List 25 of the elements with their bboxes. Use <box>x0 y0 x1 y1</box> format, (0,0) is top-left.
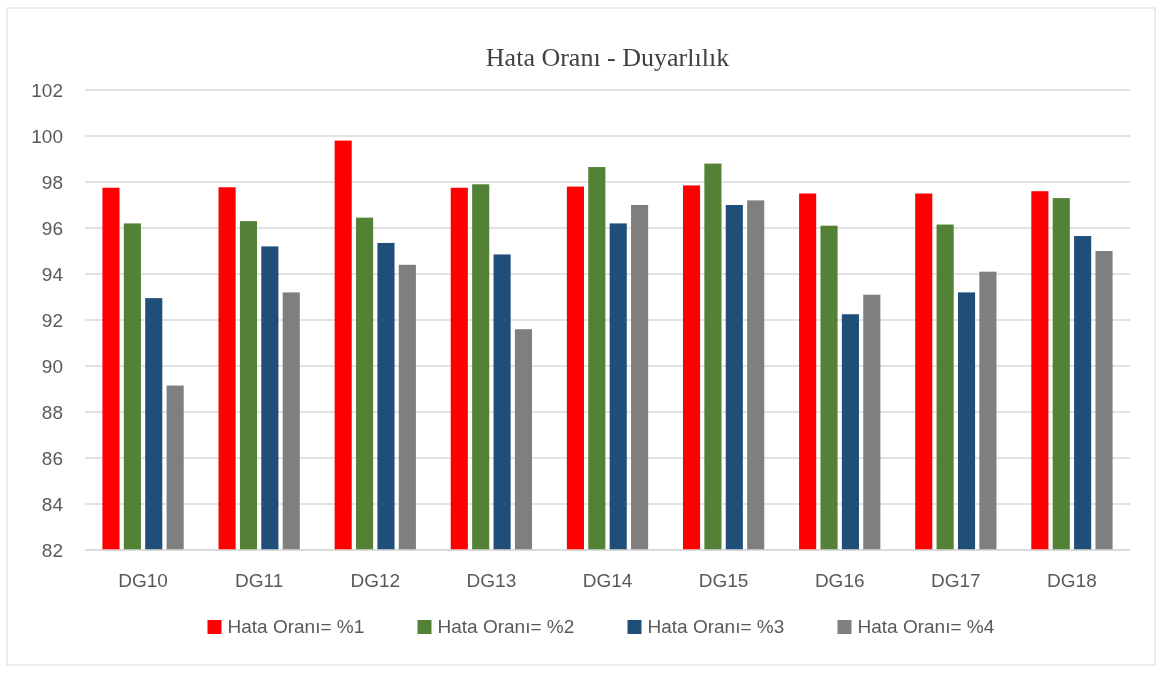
y-tick-label: 98 <box>41 171 63 193</box>
y-tick-label: 92 <box>41 309 63 331</box>
x-tick-label: DG18 <box>1047 570 1097 591</box>
chart-title: Hata Oranı - Duyarlılık <box>485 43 730 72</box>
y-tick-label: 88 <box>41 401 63 423</box>
y-tick-label: 94 <box>41 263 64 285</box>
x-tick-label: DG13 <box>466 570 517 591</box>
legend-label: Hata Oranı= %3 <box>647 616 785 637</box>
x-tick-label: DG15 <box>698 570 749 591</box>
y-tick-label: 96 <box>41 217 63 239</box>
x-tick-label: DG11 <box>235 570 284 591</box>
legend-label: Hata Oranı= %1 <box>227 616 365 637</box>
x-tick-label: DG16 <box>814 570 865 591</box>
y-tick-label: 100 <box>31 125 63 147</box>
y-tick-label: 86 <box>41 447 63 469</box>
x-tick-label: DG14 <box>582 570 633 591</box>
y-tick-label: 90 <box>41 355 63 377</box>
y-tick-label: 102 <box>31 79 63 101</box>
y-tick-label: 84 <box>41 493 64 515</box>
y-tick-label: 82 <box>41 539 63 561</box>
x-tick-label: DG10 <box>118 570 168 591</box>
x-tick-label: DG12 <box>350 570 401 591</box>
legend-label: Hata Oranı= %4 <box>857 616 995 637</box>
x-tick-label: DG17 <box>931 570 981 591</box>
legend-label: Hata Oranı= %2 <box>437 616 575 637</box>
